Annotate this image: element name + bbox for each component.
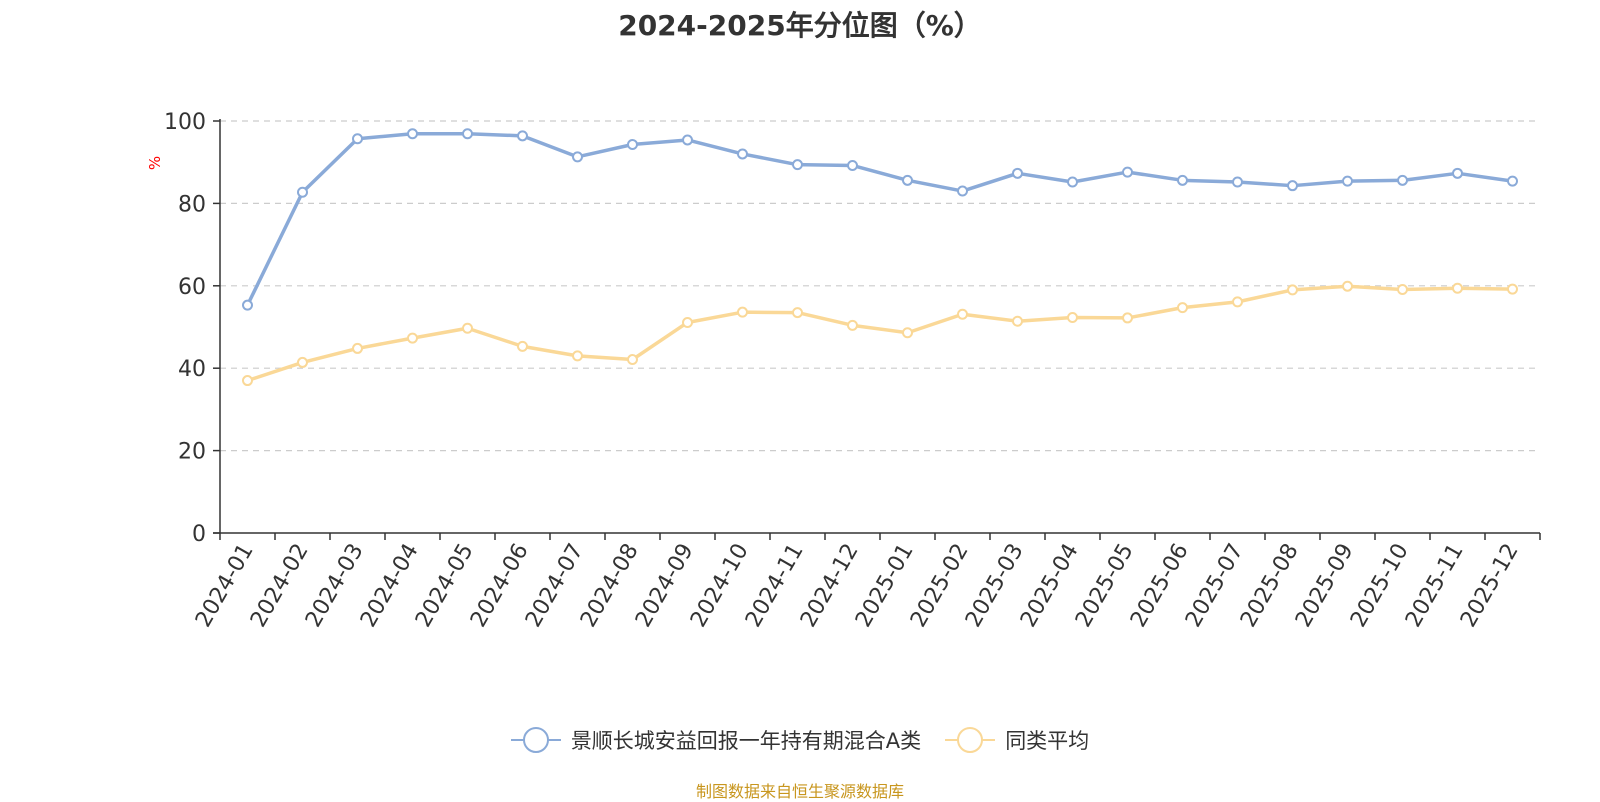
data-point-series-1[interactable] (1122, 312, 1133, 324)
data-point-series-1[interactable] (297, 356, 308, 368)
data-point-series-1[interactable] (1177, 302, 1188, 314)
data-point-series-0[interactable] (737, 148, 748, 160)
x-tick-labels: 2024-012024-022024-032024-042024-052024-… (191, 540, 1524, 632)
data-point-series-0[interactable] (1397, 174, 1408, 186)
data-point-series-0[interactable] (1012, 167, 1023, 179)
y-tick-label: 0 (192, 522, 206, 547)
data-point-series-1[interactable] (792, 307, 803, 319)
legend-label-series-1: 同类平均 (1005, 729, 1090, 753)
data-point-series-0[interactable] (682, 134, 693, 146)
data-point-series-0[interactable] (627, 138, 638, 150)
y-tick-label: 100 (164, 110, 206, 135)
legend-swatch-series-1 (945, 727, 996, 753)
source-note: 制图数据来自恒生聚源数据库 (695, 782, 904, 801)
data-point-series-1[interactable] (1452, 282, 1463, 294)
data-point-series-1[interactable] (1012, 315, 1023, 327)
data-point-series-1[interactable] (682, 316, 693, 328)
data-point-series-0[interactable] (572, 151, 583, 163)
data-point-series-1[interactable] (407, 332, 418, 344)
data-point-series-1[interactable] (242, 375, 253, 387)
axes (213, 119, 1541, 540)
legend-swatch-series-0 (510, 727, 561, 753)
data-point-series-0[interactable] (1177, 174, 1188, 186)
data-point-series-0[interactable] (242, 299, 253, 311)
data-point-series-0[interactable] (1287, 180, 1298, 192)
data-point-series-1[interactable] (957, 308, 968, 320)
data-point-series-1[interactable] (737, 306, 748, 318)
data-point-series-0[interactable] (1507, 175, 1518, 187)
data-point-series-0[interactable] (517, 130, 528, 142)
grid-lines (220, 120, 1540, 452)
y-tick-labels: 0 20 40 60 80 100 (164, 110, 206, 547)
data-point-series-1[interactable] (902, 327, 913, 339)
legend-item-series-0[interactable]: 景顺长城安益回报一年持有期混合A类 (510, 725, 922, 755)
data-point-series-1[interactable] (1397, 284, 1408, 296)
data-point-series-0[interactable] (902, 174, 913, 186)
data-point-series-1[interactable] (1342, 280, 1353, 292)
data-point-series-0[interactable] (847, 159, 858, 171)
series-line-0 (245, 132, 1513, 306)
data-point-series-0[interactable] (407, 128, 418, 140)
series (242, 128, 1518, 387)
y-tick-label: 20 (178, 440, 206, 465)
data-point-series-1[interactable] (517, 340, 528, 352)
data-point-series-0[interactable] (792, 159, 803, 171)
data-point-series-0[interactable] (1067, 176, 1078, 188)
chart-title: 2024-2025年分位图（%） (618, 9, 982, 42)
series-line-1 (246, 284, 1513, 383)
data-point-series-1[interactable] (352, 342, 363, 354)
legend-item-series-1[interactable]: 同类平均 (945, 725, 1089, 755)
data-point-series-0[interactable] (352, 133, 363, 145)
data-point-series-0[interactable] (1342, 175, 1353, 187)
y-tick-label: 40 (178, 357, 206, 382)
data-point-series-1[interactable] (1287, 284, 1298, 296)
data-point-series-0[interactable] (462, 128, 473, 140)
data-point-series-0[interactable] (1232, 176, 1243, 188)
data-point-series-1[interactable] (1067, 312, 1078, 324)
data-point-series-1[interactable] (847, 319, 858, 331)
data-point-series-1[interactable] (1507, 283, 1518, 295)
legend-label-series-0: 景顺长城安益回报一年持有期混合A类 (570, 729, 922, 753)
y-tick-label: 80 (178, 192, 206, 217)
legend: 景顺长城安益回报一年持有期混合A类 同类平均 (0, 722, 1600, 758)
data-point-series-1[interactable] (1232, 296, 1243, 308)
data-point-series-0[interactable] (957, 185, 968, 197)
data-point-series-0[interactable] (1122, 166, 1133, 178)
y-axis-label: % (146, 156, 164, 170)
data-point-series-1[interactable] (462, 322, 473, 334)
y-tick-label: 60 (178, 275, 206, 300)
data-point-series-1[interactable] (572, 350, 583, 362)
data-point-series-0[interactable] (297, 186, 308, 198)
data-point-series-0[interactable] (1452, 167, 1463, 179)
data-point-series-1[interactable] (627, 354, 638, 366)
